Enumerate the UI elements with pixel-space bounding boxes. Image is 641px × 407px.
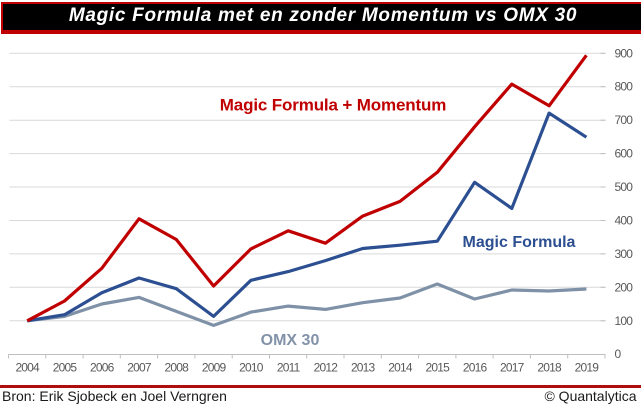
- svg-text:2004: 2004: [15, 361, 40, 375]
- svg-text:400: 400: [615, 214, 634, 228]
- svg-text:800: 800: [615, 80, 634, 94]
- svg-text:500: 500: [615, 180, 634, 194]
- svg-text:2007: 2007: [127, 361, 152, 375]
- svg-text:2018: 2018: [537, 361, 562, 375]
- svg-text:Magic Formula + Momentum: Magic Formula + Momentum: [220, 96, 446, 115]
- svg-text:2011: 2011: [277, 361, 301, 375]
- svg-text:OMX 30: OMX 30: [261, 332, 320, 349]
- svg-text:200: 200: [615, 280, 634, 294]
- svg-text:2013: 2013: [351, 361, 376, 375]
- svg-text:300: 300: [615, 247, 634, 261]
- svg-text:2008: 2008: [165, 361, 190, 375]
- svg-text:2016: 2016: [463, 361, 488, 375]
- svg-text:2012: 2012: [314, 361, 339, 375]
- svg-text:2019: 2019: [575, 361, 600, 375]
- svg-text:700: 700: [615, 113, 634, 127]
- svg-text:600: 600: [615, 147, 634, 161]
- svg-text:2009: 2009: [202, 361, 227, 375]
- svg-text:Magic Formula: Magic Formula: [463, 234, 576, 251]
- svg-text:2014: 2014: [388, 361, 413, 375]
- svg-text:100: 100: [615, 314, 634, 328]
- svg-text:0: 0: [615, 347, 622, 361]
- svg-text:2015: 2015: [426, 361, 451, 375]
- svg-text:2005: 2005: [53, 361, 78, 375]
- svg-text:900: 900: [615, 46, 634, 60]
- svg-text:2017: 2017: [500, 361, 525, 375]
- svg-text:2010: 2010: [239, 361, 264, 375]
- svg-text:2006: 2006: [90, 361, 115, 375]
